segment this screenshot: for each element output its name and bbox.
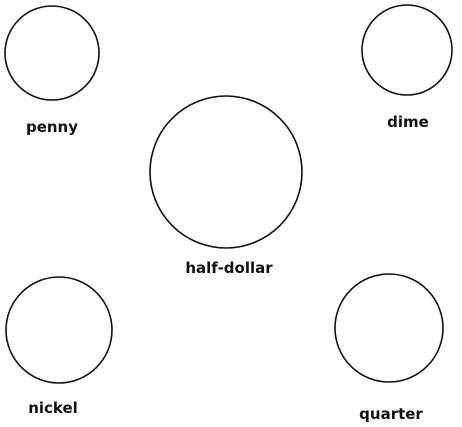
coin-dime: dime xyxy=(361,4,453,131)
half-dollar-label: half-dollar xyxy=(185,259,273,277)
quarter-circle xyxy=(334,273,444,383)
penny-circle xyxy=(4,5,100,101)
quarter-label: quarter xyxy=(359,405,423,423)
dime-label: dime xyxy=(387,113,429,131)
half-dollar-circle xyxy=(149,95,303,249)
nickel-label: nickel xyxy=(28,399,78,417)
penny-label: penny xyxy=(26,118,78,136)
coin-nickel: nickel xyxy=(5,276,113,417)
dime-circle xyxy=(361,4,453,96)
coin-penny: penny xyxy=(4,5,100,136)
coin-quarter: quarter xyxy=(334,273,444,423)
coin-half-dollar: half-dollar xyxy=(149,95,303,277)
nickel-circle xyxy=(5,276,113,384)
